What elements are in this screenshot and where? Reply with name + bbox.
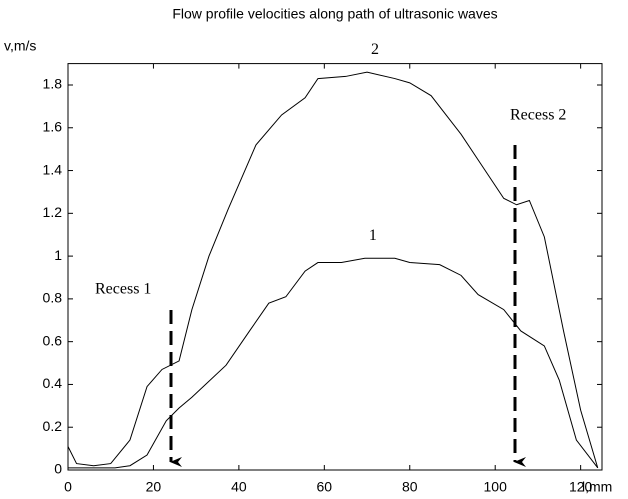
annotation: Recess 2: [510, 107, 566, 124]
y-tick-label: 1.6: [43, 118, 63, 134]
x-tick-label: 120: [569, 479, 593, 495]
y-tick-label: 0.6: [43, 332, 63, 348]
annotation: Recess 1: [95, 281, 151, 298]
y-tick-label: 0: [54, 461, 62, 477]
line: [68, 257, 599, 469]
y-tick-label: 0.4: [43, 375, 63, 391]
x-tick-label: 20: [146, 479, 162, 495]
x-tick-label: 60: [317, 479, 333, 495]
x-tick-label: 80: [402, 479, 418, 495]
series-label: 1: [369, 227, 377, 244]
y-tick-label: 0.2: [43, 418, 63, 434]
plot-frame: [67, 63, 603, 471]
x-axis-label: l,mm: [582, 479, 612, 495]
y-tick-label: 1: [54, 247, 62, 263]
y-tick-label: 1.2: [43, 204, 63, 220]
y-tick-label: 0.8: [43, 290, 63, 306]
chart-title: Flow profile velocities along path of ul…: [172, 6, 497, 22]
series-label: 2: [371, 41, 379, 58]
y-tick-label: 1.4: [43, 161, 63, 177]
x-tick-label: 40: [231, 479, 247, 495]
y-tick-label: 1.8: [43, 76, 63, 92]
x-tick-label: 0: [64, 479, 72, 495]
x-tick-label: 100: [484, 479, 508, 495]
line: [67, 71, 599, 469]
y-axis-label: v,m/s: [4, 38, 36, 54]
